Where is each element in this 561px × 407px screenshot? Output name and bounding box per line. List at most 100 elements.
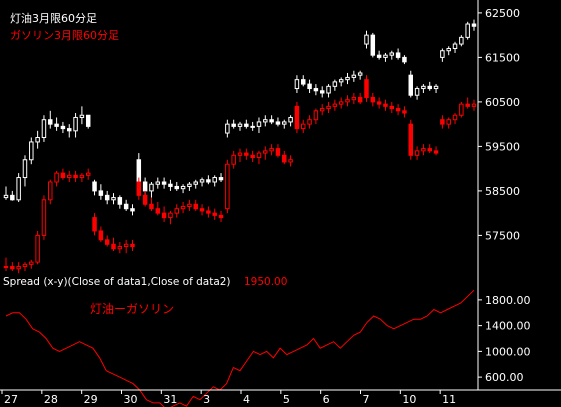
candle (35, 137, 40, 143)
x-tick-label: 5 (283, 393, 290, 406)
candle (288, 159, 293, 163)
candle (225, 163, 230, 210)
y-tick-label: 62500 (485, 7, 520, 20)
candle (117, 197, 123, 205)
y-tick-label: 57500 (485, 229, 520, 242)
price-panel: 57500 58500 59500 60500 61500 62500 (3, 7, 520, 274)
x-tick-label: 6 (323, 393, 330, 406)
candle (364, 79, 369, 98)
candle (275, 121, 281, 125)
candle (54, 172, 59, 183)
candle (3, 194, 9, 199)
candle (225, 123, 230, 134)
candle (307, 83, 312, 90)
x-tick-label: 3 (203, 393, 210, 406)
candle (244, 152, 249, 156)
candle (174, 208, 179, 214)
candle (237, 123, 243, 127)
x-tick-label: 31 (163, 393, 177, 406)
candle (389, 52, 395, 56)
candle (73, 116, 78, 132)
candle (408, 74, 413, 96)
candle (199, 179, 205, 183)
candle (149, 203, 154, 210)
candle (111, 197, 116, 201)
candle (345, 76, 350, 81)
candle (60, 172, 66, 179)
candle (427, 148, 432, 152)
candle (414, 150, 420, 156)
y-tick-label: 1800.00 (485, 294, 531, 307)
candle (370, 34, 376, 56)
x-tick-label: 11 (442, 393, 456, 406)
y-tick-label: 58500 (485, 185, 520, 198)
candle (446, 48, 451, 52)
x-tick-label: 30 (124, 393, 138, 406)
candle (364, 34, 369, 45)
candle (332, 103, 338, 107)
candle (123, 243, 129, 248)
candle (294, 79, 300, 90)
candle (10, 194, 15, 201)
candle (180, 205, 186, 210)
candle (383, 103, 388, 107)
candle (408, 123, 413, 156)
candle (85, 172, 91, 176)
candle (155, 208, 161, 214)
candle (187, 183, 192, 187)
candle (98, 230, 104, 241)
candle (73, 174, 78, 179)
candle (414, 88, 420, 96)
candle (117, 246, 123, 250)
candle (67, 174, 72, 179)
candle (465, 103, 470, 107)
candle (41, 119, 47, 138)
candle (98, 190, 104, 196)
candle (326, 105, 331, 110)
candle (338, 101, 344, 105)
x-tick-label: 7 (363, 393, 370, 406)
candle (174, 185, 179, 190)
legend-secondary: ガソリン3月限60分足 (10, 29, 119, 42)
candle (301, 79, 306, 85)
spread-value: 1950.00 (244, 276, 287, 288)
candle (421, 148, 426, 152)
candle (326, 85, 331, 94)
candle (16, 266, 21, 270)
candle (345, 99, 350, 103)
candle (370, 96, 376, 103)
candle (3, 266, 9, 269)
candle (48, 119, 53, 125)
candle (294, 105, 300, 130)
candle (452, 114, 458, 121)
candle (244, 123, 249, 127)
candle (41, 199, 47, 236)
candle (250, 125, 255, 128)
candle (383, 54, 388, 58)
candle (111, 243, 116, 250)
candle (471, 103, 477, 107)
candle (193, 181, 198, 185)
candle (104, 239, 110, 245)
candle (433, 85, 439, 90)
candle (22, 263, 28, 268)
candle (92, 181, 97, 192)
legend-primary: 灯油3月限60分足 (10, 11, 97, 25)
candle (79, 114, 85, 118)
y-tick-label: 60500 (485, 96, 520, 109)
candle (29, 141, 34, 161)
candle (256, 152, 262, 159)
candle (256, 121, 262, 127)
candle (187, 203, 192, 207)
candle (319, 108, 325, 112)
candle (313, 88, 319, 92)
candle (357, 96, 363, 103)
candle (263, 119, 268, 123)
candle (307, 119, 312, 125)
y-tick-label: 61500 (485, 51, 520, 64)
candle (338, 79, 344, 83)
candle (231, 154, 236, 165)
candle (218, 177, 224, 181)
candle (301, 123, 306, 130)
candle (168, 183, 173, 187)
